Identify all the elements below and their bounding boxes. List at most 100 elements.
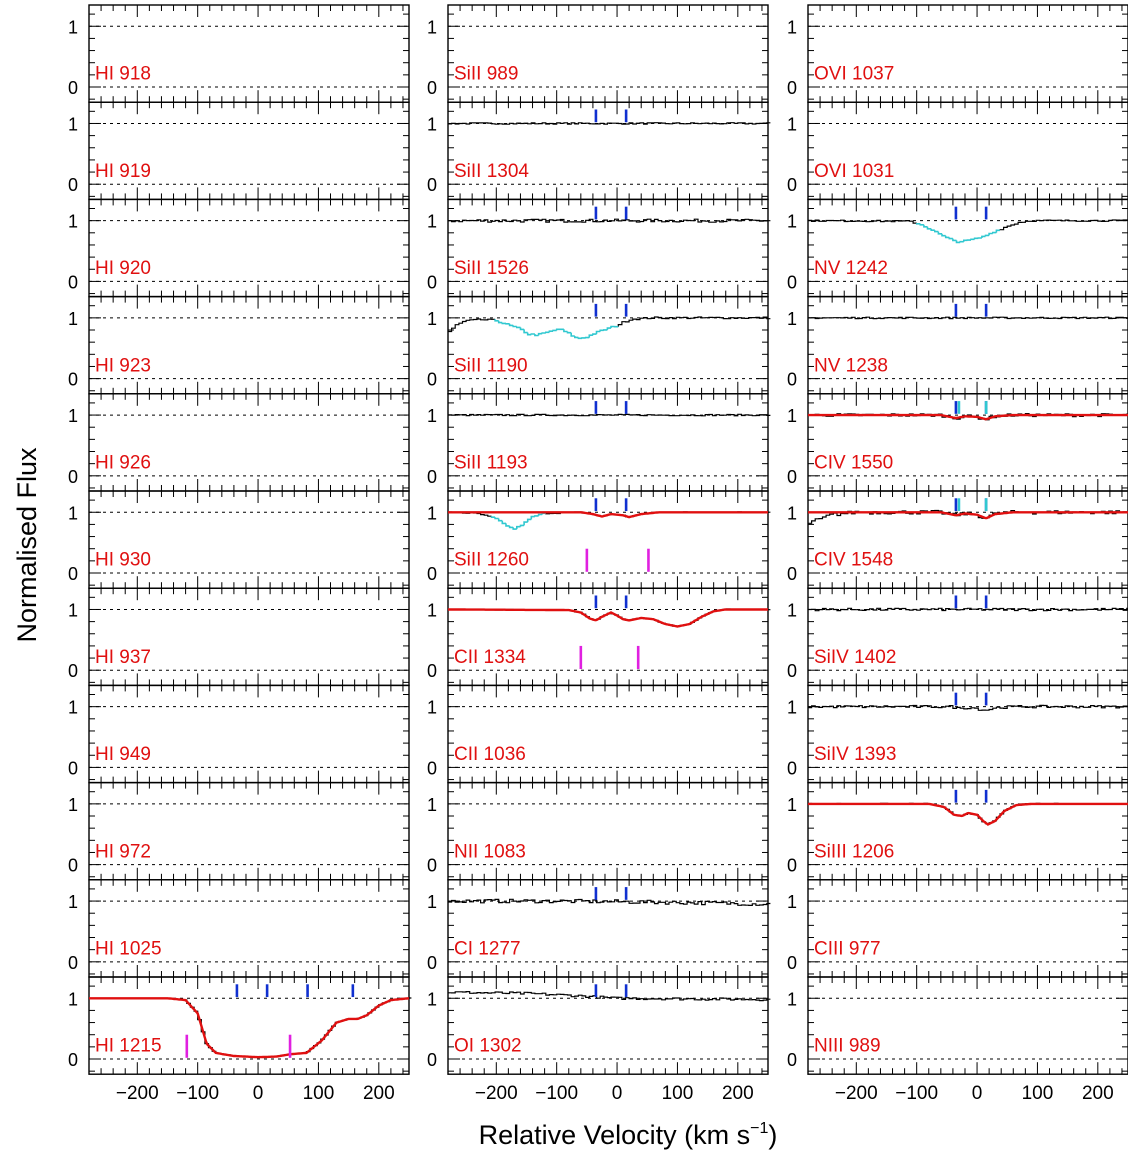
x-axis-label-main: Relative Velocity (km s (479, 1120, 751, 1150)
transition-label: CIII 977 (814, 939, 881, 960)
transition-label: HI 920 (95, 258, 151, 279)
x-tick-label: 200 (363, 1083, 395, 1104)
panel-frame (807, 781, 1128, 881)
panel-siii-1526: 0 1 SiII 1526 (427, 198, 771, 298)
panel-hi-937: 0 1 HI 937 (68, 587, 410, 687)
y-tick-label: 0 (427, 856, 437, 876)
panel-cii-1036: 0 1 CII 1036 (427, 684, 769, 784)
y-tick-label: 0 (427, 661, 437, 681)
transition-label: HI 1025 (95, 939, 162, 960)
y-tick-label: 0 (787, 758, 797, 778)
panel-frame (88, 976, 410, 1075)
blend-data (494, 319, 619, 340)
panel-hi-972: 0 1 HI 972 (68, 781, 410, 881)
panel-frame (88, 587, 410, 687)
y-tick-label: 1 (427, 989, 437, 1009)
panel-siiv-1393: 0 1 SiIV 1393 (787, 684, 1128, 784)
y-tick-label: 1 (427, 309, 437, 329)
panel-siii-1304: 0 1 SiII 1304 (427, 101, 771, 201)
panel-frame (88, 393, 410, 492)
x-tick-label: −200 (475, 1083, 518, 1104)
y-tick-label: 0 (787, 856, 797, 876)
panel-hi-919: 0 1 HI 919 (68, 101, 410, 201)
blend-data (490, 512, 546, 530)
panels-layer: 0 1 HI 918 0 1 HI 919 0 1 HI 920 0 1 HI 923 0 1 HI 926… (68, 4, 1128, 1104)
y-tick-label: 1 (68, 212, 78, 232)
y-tick-label: 1 (787, 309, 797, 329)
y-tick-label: 1 (427, 795, 437, 815)
panel-hi-949: 0 1 HI 949 (68, 684, 410, 784)
y-tick-label: 1 (787, 892, 797, 912)
x-tick-label: 200 (722, 1083, 754, 1104)
y-tick-label: 0 (427, 758, 437, 778)
y-tick-label: 1 (68, 114, 78, 134)
x-axis-label: Relative Velocity (km s−1) (479, 1120, 778, 1150)
y-tick-label: 1 (68, 892, 78, 912)
panel-frame (447, 587, 769, 687)
panel-nv-1238: 0 1 NV 1238 (787, 295, 1128, 395)
y-tick-label: 1 (68, 503, 78, 523)
transition-label: NV 1238 (814, 355, 888, 376)
panel-frame (807, 684, 1128, 784)
y-tick-label: 0 (427, 467, 437, 487)
y-tick-label: 1 (68, 17, 78, 37)
transition-label: CI 1277 (454, 939, 521, 960)
transition-label: HI 919 (95, 161, 151, 182)
y-tick-label: 0 (68, 272, 78, 292)
panel-hi-918: 0 1 HI 918 (68, 4, 410, 103)
y-tick-label: 0 (787, 370, 797, 390)
y-tick-label: 0 (68, 175, 78, 195)
transition-label: SiII 989 (454, 64, 518, 85)
x-tick-label: −100 (895, 1083, 938, 1104)
panel-ci-1277: 0 1 CI 1277 (427, 879, 771, 978)
y-tick-label: 0 (787, 175, 797, 195)
y-tick-label: 1 (787, 114, 797, 134)
spectrum-data (808, 219, 1128, 231)
spectrum-data (448, 122, 771, 125)
panel-ovi-1031: 0 1 OVI 1031 (787, 101, 1128, 201)
transition-label: SiII 1526 (454, 258, 529, 279)
x-tick-label: 100 (303, 1083, 335, 1104)
panel-frame (88, 490, 410, 589)
y-tick-label: 0 (68, 953, 78, 973)
panel-civ-1548: 0 1 CIV 1548 (787, 490, 1128, 589)
transition-label: HI 926 (95, 453, 151, 474)
y-tick-label: 0 (787, 564, 797, 584)
panel-frame (88, 101, 410, 201)
panel-frame (447, 976, 769, 1075)
x-axis-label-sup: −1 (750, 1120, 768, 1137)
panel-frame (807, 879, 1128, 978)
panel-hi-930: 0 1 HI 930 (68, 490, 410, 589)
panel-ovi-1037: 0 1 OVI 1037 (787, 4, 1128, 103)
y-tick-label: 1 (68, 795, 78, 815)
y-tick-label: 1 (427, 892, 437, 912)
y-tick-label: 0 (787, 953, 797, 973)
panel-siiii-1206: 0 1 SiIII 1206 (787, 781, 1128, 881)
panel-siiv-1402: 0 1 SiIV 1402 (787, 587, 1128, 687)
panel-frame (807, 295, 1128, 395)
y-tick-label: 0 (427, 370, 437, 390)
x-tick-label: 0 (612, 1083, 623, 1104)
transition-label: SiII 1304 (454, 161, 529, 182)
panel-civ-1550: 0 1 CIV 1550 (787, 393, 1128, 492)
panel-ciii-977: 0 1 CIII 977 (787, 879, 1128, 978)
transition-label: HI 937 (95, 647, 151, 668)
panel-hi-920: 0 1 HI 920 (68, 198, 410, 298)
panel-siii-1260: 0 1 SiII 1260 (427, 490, 771, 589)
y-tick-label: 1 (787, 17, 797, 37)
x-tick-label: 0 (253, 1083, 264, 1104)
panel-frame (447, 490, 769, 589)
spectrum-data (448, 218, 771, 223)
panel-hi-1215: 0 1 HI 1215 −200 −100 0 100 200 (68, 976, 412, 1104)
y-tick-label: 1 (68, 698, 78, 718)
panel-hi-926: 0 1 HI 926 (68, 393, 410, 492)
transition-label: OVI 1037 (814, 64, 894, 85)
panel-cii-1334: 0 1 CII 1334 (427, 587, 771, 687)
panel-frame (88, 198, 410, 298)
x-tick-label: 0 (972, 1083, 983, 1104)
transition-label: CIV 1548 (814, 550, 893, 571)
panel-frame (447, 101, 769, 201)
panel-hi-1025: 0 1 HI 1025 (68, 879, 410, 978)
y-tick-label: 0 (787, 661, 797, 681)
